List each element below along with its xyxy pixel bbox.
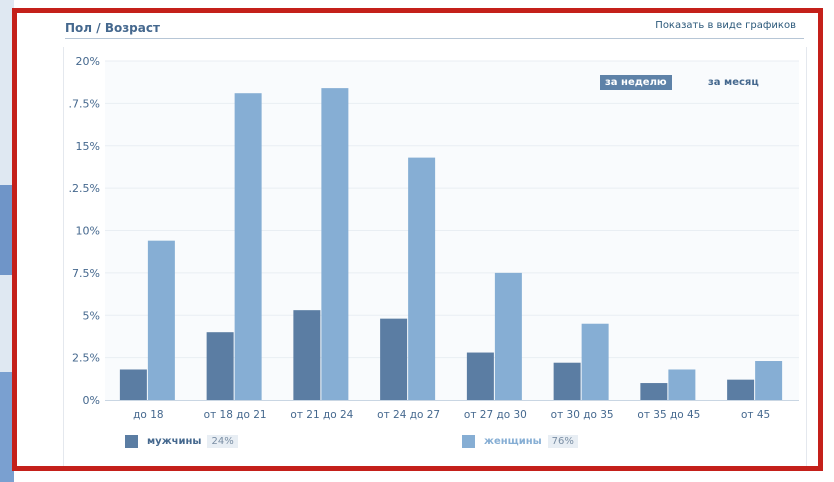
legend-percent-women: 76% [547, 435, 578, 448]
x-tick-label: от 21 до 24 [290, 409, 353, 421]
bar-men-1 [206, 332, 234, 400]
bar-women-0 [147, 240, 175, 400]
header-divider [65, 38, 804, 39]
bar-men-3 [380, 318, 408, 400]
y-tick-label: .2.5% [69, 182, 100, 195]
y-tick-label: 20% [76, 55, 100, 68]
bar-women-6 [668, 369, 696, 400]
bar-women-4 [494, 272, 522, 400]
y-tick-label: .7.5% [69, 97, 100, 110]
bar-men-4 [466, 352, 494, 400]
legend-label-men: мужчины [147, 436, 202, 447]
y-tick-label: 7.5% [72, 267, 100, 280]
y-tick-label: 15% [76, 140, 100, 153]
x-tick-label: от 45 [741, 409, 770, 421]
bar-women-1 [234, 93, 262, 400]
bar-men-5 [553, 362, 581, 400]
y-tick-label: 5% [83, 309, 100, 322]
background-strip-accent [0, 185, 14, 275]
x-tick-label: от 27 до 30 [464, 409, 527, 421]
bar-men-2 [293, 310, 321, 400]
bar-men-6 [640, 383, 668, 400]
y-tick-label: 0% [83, 394, 100, 407]
x-tick-label: от 30 до 35 [551, 409, 614, 421]
age-gender-bar-chart: 0% 2.5% 5% 7.5% 10% .2.5% 15% .7.5% 20% до 18 от 1… [69, 55, 799, 421]
stats-card [63, 47, 807, 466]
bar-men-7 [727, 379, 755, 400]
section-title: Пол / Возраст [65, 21, 160, 35]
legend-percent-men: 24% [207, 435, 238, 448]
legend-label-women: женщины [484, 436, 542, 447]
bar-women-5 [581, 323, 609, 400]
show-as-graphs-link[interactable]: Показать в виде графиков [655, 20, 796, 31]
period-week-button[interactable]: за неделю [600, 75, 672, 90]
x-tick-label: от 18 до 21 [204, 409, 267, 421]
legend-swatch-women [462, 435, 475, 448]
x-tick-label: до 18 [133, 409, 163, 421]
bar-women-2 [321, 88, 349, 401]
bar-women-3 [408, 157, 436, 400]
legend-item-men: мужчины 24% [125, 435, 238, 448]
period-month-button[interactable]: за месяц [708, 77, 759, 88]
bar-men-0 [119, 369, 147, 400]
y-tick-label: 2.5% [72, 352, 100, 365]
x-tick-label: от 24 до 27 [377, 409, 440, 421]
x-tick-label: от 35 до 45 [637, 409, 700, 421]
legend-swatch-men [125, 435, 138, 448]
highlight-frame: Пол / Возраст Показать в виде графиков 0… [12, 8, 823, 471]
legend-item-women: женщины 76% [462, 435, 578, 448]
y-tick-label: 10% [76, 225, 100, 238]
bar-women-7 [755, 361, 783, 400]
background-strip-accent-lower [0, 372, 14, 482]
